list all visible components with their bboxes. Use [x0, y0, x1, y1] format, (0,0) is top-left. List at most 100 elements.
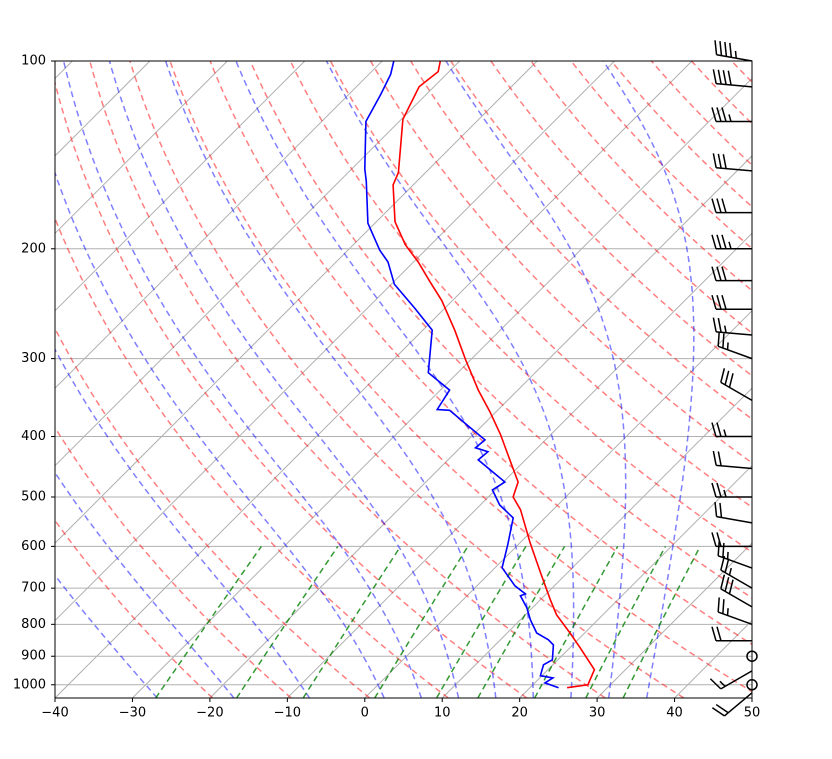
dry-adiabat: [369, 61, 752, 464]
barb-half: [723, 489, 727, 498]
y-tick-label: 700: [21, 581, 46, 596]
barb-full: [724, 370, 730, 386]
x-tick-label: −40: [41, 706, 68, 721]
barb-full: [711, 234, 717, 249]
moist-adiabat: [55, 170, 385, 698]
moist-adiabat: [55, 347, 311, 698]
barb-half: [723, 325, 727, 333]
isotherm: [55, 61, 151, 157]
barb-full: [712, 153, 717, 168]
x-tick-label: 40: [666, 706, 683, 721]
isotherm: [209, 155, 752, 698]
plot-frame: [54, 60, 753, 699]
y-tick-label: 500: [21, 490, 46, 505]
barb-full: [711, 707, 725, 717]
barb-full: [724, 577, 730, 592]
barb-full: [722, 599, 725, 614]
wind-barb: [712, 450, 753, 470]
wind-barb: [712, 153, 753, 172]
barb-full: [728, 579, 734, 595]
moist-adiabat: [164, 61, 497, 698]
barb-full: [716, 482, 722, 498]
barb-staff: [717, 555, 753, 569]
y-tick-label: 900: [21, 649, 46, 664]
wind-barb: [714, 40, 753, 62]
dry-adiabat: [89, 61, 606, 698]
isotherm: [55, 61, 693, 698]
barb-full: [714, 40, 718, 55]
temperature-line: [392, 61, 596, 689]
barb-staff: [720, 569, 753, 589]
barb-full: [719, 41, 723, 56]
barb-half: [728, 241, 732, 249]
barb-full: [716, 295, 722, 310]
mixing-ratio-line: [622, 546, 701, 698]
moist-adiabat: [602, 61, 695, 698]
mixing-ratio-line: [302, 545, 402, 698]
dry-adiabat: [55, 426, 292, 698]
dry-adiabat: [209, 61, 752, 646]
barb-full: [717, 451, 722, 466]
dewpoint-line: [363, 61, 559, 689]
wind-barb: [717, 541, 753, 569]
isotherm: [55, 61, 306, 312]
moist-adiabat: [445, 61, 627, 698]
barb-half: [723, 429, 727, 437]
isotherm: [441, 387, 752, 698]
dry-adiabat: [450, 61, 752, 377]
isotherm: [519, 464, 752, 698]
mixing-ratio-line: [374, 546, 469, 698]
barb-full: [716, 266, 722, 281]
wind-barb: [711, 234, 752, 250]
barb-staff: [716, 331, 753, 336]
barb-full: [724, 41, 728, 57]
barb-full: [721, 198, 727, 213]
isotherm: [55, 61, 538, 544]
x-tick-label: 30: [589, 706, 606, 721]
moist-adiabat: [55, 471, 235, 698]
barb-full: [721, 295, 727, 310]
dry-adiabat: [530, 61, 752, 292]
barb-full: [722, 70, 727, 85]
isotherm: [751, 697, 752, 698]
mixing-ratio-line: [435, 546, 527, 698]
y-tick-label: 400: [21, 429, 46, 444]
barb-full: [721, 107, 727, 122]
x-tick-label: 10: [434, 706, 451, 721]
barb-full: [711, 266, 717, 281]
y-tick-label: 1000: [13, 677, 46, 692]
barb-full: [716, 198, 722, 213]
wind-barb: [711, 295, 752, 310]
isotherm: [55, 61, 615, 622]
y-tick-label: 600: [21, 539, 46, 554]
wind-barb: [712, 69, 753, 88]
barb-full: [728, 373, 734, 388]
barb-full: [712, 317, 717, 333]
barb-staff: [716, 54, 753, 62]
barb-full: [716, 107, 722, 122]
barb-staff: [720, 588, 753, 608]
barb-full: [721, 266, 727, 281]
barb-full: [716, 626, 722, 641]
barb-full: [719, 502, 723, 518]
barb-full: [717, 331, 720, 347]
barb-half: [728, 114, 732, 122]
barb-full: [722, 542, 725, 558]
barb-full: [717, 153, 722, 169]
barb-full: [715, 703, 729, 714]
mixing-ratio-line: [585, 546, 667, 698]
dry-adiabat: [329, 61, 752, 509]
isotherm: [55, 61, 228, 235]
dry-adiabat: [490, 61, 752, 334]
profiles: [363, 61, 596, 689]
dry-adiabat: [129, 61, 685, 698]
wind-barb: [717, 597, 753, 626]
wind-barb: [711, 198, 752, 214]
isotherm: [132, 77, 752, 698]
isotherm: [55, 61, 461, 467]
barb-full: [712, 450, 717, 466]
wind-barb: [711, 482, 752, 498]
background-lines: [55, 61, 752, 698]
wind-barb: [711, 626, 752, 642]
barb-half: [726, 342, 729, 350]
